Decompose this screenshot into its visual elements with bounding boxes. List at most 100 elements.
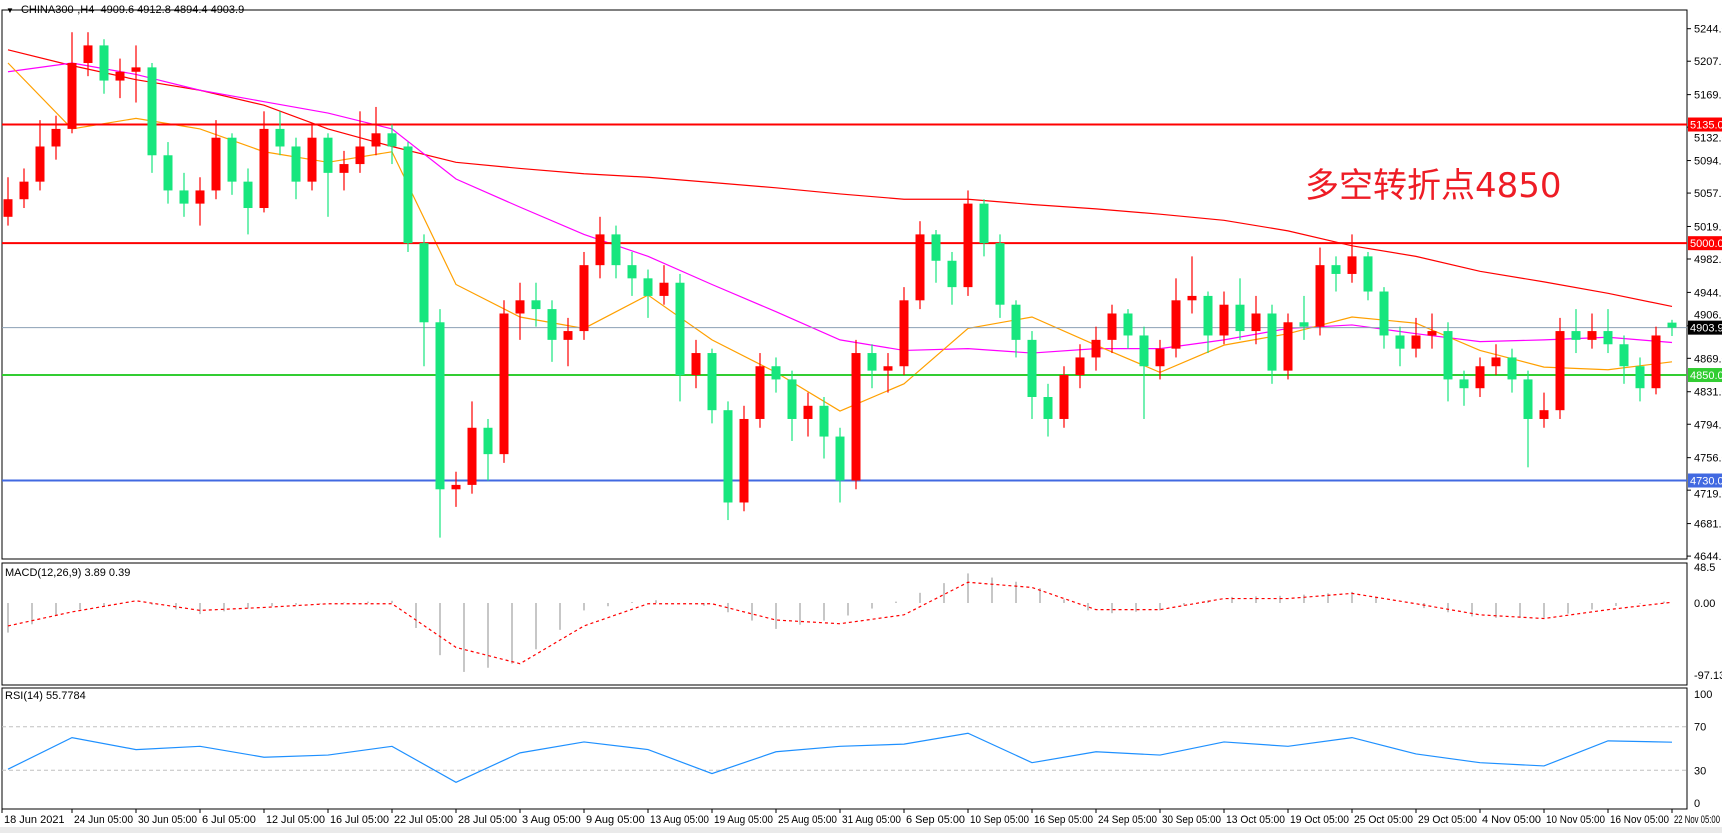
candle-bear: [1123, 313, 1133, 336]
date-axis-label: 4 Nov 05:00: [1482, 814, 1541, 826]
candle-bull: [115, 71, 125, 81]
candle-bull: [1427, 331, 1437, 336]
candle-bear: [1395, 335, 1405, 349]
candle-bear: [1235, 304, 1245, 332]
ma-short-line: [7, 62, 1673, 412]
candle-bull: [195, 190, 205, 204]
level-label: 5135.0: [1690, 120, 1722, 132]
macd-panel-frame: [1, 562, 1688, 686]
candle-bull: [3, 199, 13, 217]
candle-bull: [339, 164, 349, 173]
candle-bear: [147, 67, 157, 156]
price-axis-label: 4794.0: [1694, 419, 1722, 431]
candle-bull: [1171, 300, 1181, 349]
price-axis-label: 5019.0: [1694, 221, 1722, 233]
ma-mid-line: [7, 62, 1673, 354]
candle-bull: [499, 313, 509, 455]
candle-bull: [755, 366, 765, 419]
date-axis-label: 29 Oct 05:00: [1418, 814, 1477, 826]
candle-bull: [803, 405, 813, 419]
candle-bull: [371, 133, 381, 147]
date-axis-label: 6 Sep 05:00: [906, 814, 965, 826]
rsi-line: [7, 732, 1673, 783]
date-axis-label: 16 Sep 05:00: [1034, 814, 1093, 826]
candle-bear: [1299, 322, 1309, 327]
candle-bear: [643, 278, 653, 296]
price-axis-label: 4869.0: [1694, 353, 1722, 365]
candle-bear: [179, 190, 189, 204]
candle-bear: [403, 146, 413, 244]
level-label: 5000.0: [1690, 238, 1722, 250]
candle-bull: [19, 181, 29, 200]
date-axis-label: 13 Oct 05:00: [1226, 814, 1285, 826]
candle-bear: [1267, 313, 1277, 371]
date-axis-label: 9 Aug 05:00: [586, 814, 645, 826]
macd-label: MACD(12,26,9) 3.89 0.39: [5, 567, 131, 579]
candle-bull: [51, 128, 61, 147]
date-axis-label: 31 Aug 05:00: [842, 814, 901, 826]
candle-bull: [851, 353, 861, 481]
candle-bear: [867, 353, 877, 371]
price-axis-label: 5132.0: [1694, 133, 1722, 145]
rsi-axis-label: 70: [1694, 722, 1706, 734]
candle-bear: [1619, 344, 1629, 367]
candle-bull: [915, 234, 925, 301]
date-axis-label: 30 Sep 05:00: [1162, 814, 1221, 826]
candle-bull: [579, 265, 589, 332]
candle-bear: [99, 45, 109, 81]
level-label-bg: [1688, 368, 1722, 383]
candle-bear: [435, 322, 445, 490]
annotation-text: 多空转折点4850: [1305, 166, 1562, 206]
candle-bear: [1667, 322, 1677, 328]
candle-bull: [1219, 304, 1229, 336]
macd-axis-label: -97.13: [1694, 670, 1722, 682]
candle-bear: [675, 282, 685, 376]
price-axis-label: 5169.0: [1694, 90, 1722, 102]
level-label-bg: [1688, 320, 1722, 335]
price-axis-label: 4982.0: [1694, 254, 1722, 266]
date-axis-label: 28 Jul 05:00: [458, 814, 517, 826]
candle-bear: [1523, 379, 1533, 419]
candle-bear: [995, 243, 1005, 305]
candle-bull: [451, 484, 461, 490]
candle-bull: [67, 62, 77, 129]
candle-bear: [1011, 304, 1021, 340]
candle-bull: [83, 45, 93, 63]
candle-bear: [243, 181, 253, 209]
level-label-bg: [1688, 117, 1722, 132]
candle-bear: [387, 133, 397, 147]
candle-bull: [659, 282, 669, 296]
price-axis-label: 4831.0: [1694, 387, 1722, 399]
candle-bear: [1027, 339, 1037, 398]
candle-bear: [931, 234, 941, 261]
candle-bull: [1315, 265, 1325, 327]
date-axis-label: 22 Nov 05:00: [1674, 814, 1720, 826]
candle-bull: [1347, 256, 1357, 274]
candle-bear: [291, 146, 301, 182]
level-label-bg: [1688, 473, 1722, 488]
macd-axis-label: 0.00: [1694, 598, 1715, 610]
candle-bull: [899, 300, 909, 367]
candle-bull: [1411, 335, 1421, 349]
candle-bull: [1091, 339, 1101, 358]
candle-bear: [1507, 357, 1517, 380]
candle-bull: [1539, 410, 1549, 419]
date-axis-label: 22 Jul 05:00: [394, 814, 453, 826]
candle-bear: [1043, 397, 1053, 419]
candle-bull: [1475, 366, 1485, 389]
candle-bear: [723, 410, 733, 503]
price-axis-label: 5094.0: [1694, 156, 1722, 168]
candle-bull: [259, 128, 269, 209]
candle-bear: [947, 260, 957, 288]
candle-bear: [819, 405, 829, 437]
candle-bull: [1155, 348, 1165, 367]
candle-bear: [1635, 366, 1645, 389]
status-strip: [0, 827, 1722, 833]
price-axis-label: 5057.0: [1694, 188, 1722, 200]
candle-bull: [1587, 331, 1597, 340]
candle-bear: [483, 427, 493, 455]
candle-bull: [1187, 295, 1197, 301]
date-axis-label: 16 Jul 05:00: [330, 814, 389, 826]
candle-bear: [1363, 256, 1373, 292]
